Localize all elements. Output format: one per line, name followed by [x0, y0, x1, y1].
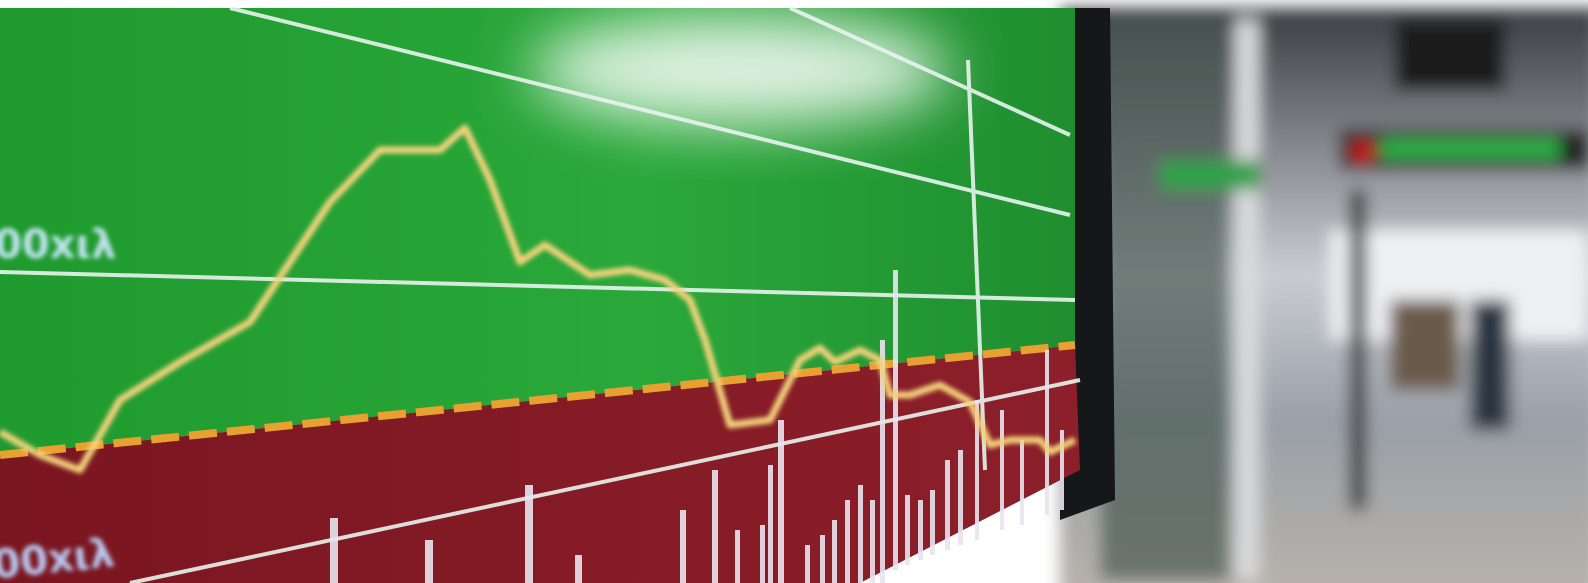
pillar: [1235, 20, 1259, 580]
photo: 00xιλ 00xιλ: [0, 0, 1588, 583]
ticker-red: [1352, 142, 1374, 162]
body: 00xιλ 00xιλ (() => { const data = JSON.p…: [0, 0, 1588, 583]
volume-bar: [905, 495, 910, 565]
volume-bar: [525, 485, 533, 583]
volume-bar: [958, 450, 963, 545]
volume-bar: [680, 510, 686, 583]
volume-bar: [712, 470, 718, 583]
volume-bar: [858, 485, 863, 583]
volume-bar: [1045, 350, 1049, 515]
volume-bar: [832, 520, 837, 583]
pole: [1350, 190, 1366, 510]
second-screen-green: [1160, 160, 1260, 190]
volume-bar: [768, 465, 773, 583]
volume-bar: [330, 518, 338, 583]
volume-bar: [870, 500, 875, 583]
glare: [530, 15, 950, 125]
volume-bar: [425, 540, 433, 583]
page: {"screen_labels": ["00xιλ", "00xιλ"]} ht…: [0, 0, 1588, 583]
volume-bar: [945, 460, 950, 550]
axis-label: 00xιλ: [0, 222, 116, 268]
background-room: [1060, 8, 1588, 583]
speaker: [1395, 20, 1505, 90]
volume-bar: [1000, 410, 1004, 530]
ticker-green: [1380, 138, 1560, 160]
volume-bar: [820, 535, 825, 583]
volume-bar: [760, 525, 765, 583]
volume-bar: [1020, 440, 1024, 525]
volume-bar: [893, 270, 898, 570]
top-border: [0, 0, 1588, 8]
volume-bar: [930, 490, 935, 555]
volume-bar: [918, 500, 923, 560]
volume-bar: [735, 530, 740, 583]
second-screen: [1100, 20, 1230, 580]
person: [1470, 300, 1510, 430]
volume-bar: [805, 545, 810, 583]
chair: [1390, 300, 1460, 390]
volume-bar: [845, 500, 850, 583]
volume-bar: [778, 420, 784, 583]
volume-bar: [575, 555, 582, 583]
